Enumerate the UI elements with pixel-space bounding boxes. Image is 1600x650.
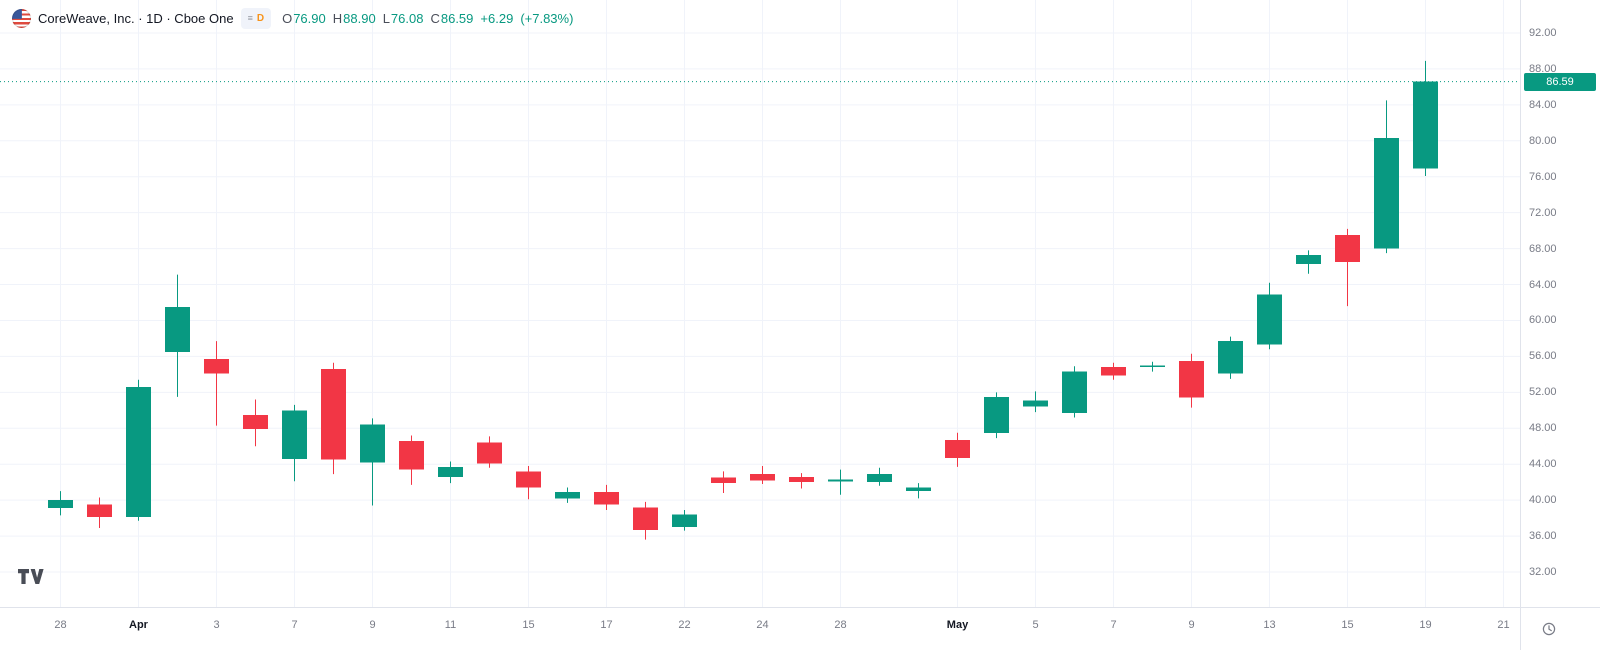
price-axis-label: 36.00 — [1529, 530, 1557, 543]
change-percent: (+7.83%) — [520, 11, 574, 26]
price-axis-label: 56.00 — [1529, 350, 1557, 363]
open-value: 76.90 — [293, 11, 326, 26]
symbol-title[interactable]: CoreWeave, Inc. · 1D · Cboe One — [38, 11, 234, 26]
close-value: 86.59 — [440, 11, 474, 26]
low-value: 76.08 — [390, 11, 424, 26]
last-price-badge: 86.59 — [1524, 72, 1596, 91]
price-axis-label: 52.00 — [1529, 386, 1557, 399]
time-axis-label: 24 — [756, 619, 769, 631]
high-readout: H 88.90 — [333, 9, 376, 28]
chart-legend: CoreWeave, Inc. · 1D · Cboe One ≡ D O 76.… — [12, 8, 573, 29]
price-axis-label: 60.00 — [1529, 314, 1557, 327]
high-value: 88.90 — [343, 11, 376, 26]
time-axis-label: 9 — [1188, 619, 1195, 631]
time-axis-label: 9 — [369, 619, 376, 631]
time-axis-label: 19 — [1419, 619, 1432, 631]
price-axis-label: 40.00 — [1529, 494, 1557, 507]
high-label: H — [332, 11, 343, 26]
low-label: L — [382, 11, 390, 26]
price-axis-label: 32.00 — [1529, 566, 1557, 578]
change-value: +6.29 — [480, 11, 514, 26]
price-axis-label: 48.00 — [1529, 422, 1557, 435]
open-label: O — [282, 11, 293, 26]
price-axis-label: 84.00 — [1529, 98, 1557, 111]
low-readout: L 76.08 — [383, 9, 424, 28]
menu-icon: ≡ — [247, 13, 253, 23]
chart-plot-area[interactable]: CoreWeave, Inc. · 1D · Cboe One ≡ D O 76.… — [0, 0, 1520, 607]
time-axis-label: 7 — [291, 619, 298, 631]
ohlc-readout: O 76.90 H 88.90 L 76.08 C 86.59 +6.29 (+7.83… — [282, 9, 573, 28]
symbol-logo-icon[interactable] — [12, 9, 31, 28]
close-label: C — [430, 11, 440, 26]
time-axis-label: 15 — [1341, 619, 1354, 631]
time-axis-label: 21 — [1497, 619, 1510, 631]
price-axis-label: 80.00 — [1529, 134, 1557, 147]
price-axis-label: 92.00 — [1529, 27, 1557, 39]
candlestick-chart[interactable] — [0, 0, 1520, 607]
time-settings-icon[interactable] — [1541, 621, 1557, 637]
open-readout: O 76.90 — [282, 9, 326, 28]
price-axis-label: 64.00 — [1529, 278, 1557, 291]
price-axis-label: 76.00 — [1529, 170, 1557, 183]
time-axis-label: 13 — [1263, 619, 1276, 631]
axis-corner — [1520, 607, 1600, 650]
time-axis-label: 7 — [1110, 619, 1117, 631]
price-axis-label: 88.00 — [1529, 62, 1557, 75]
time-axis[interactable]: 28 Apr 3 7 9 11 15 17 22 24 28 May 5 7 9 13 15 19 21 — [0, 607, 1520, 650]
time-axis-label: 28 — [54, 619, 67, 631]
price-axis[interactable]: 92.00 88.00 84.00 80.00 76.00 72.00 68.00 64.00… — [1520, 0, 1600, 607]
time-axis-label: 15 — [522, 619, 535, 631]
price-axis-label: 68.00 — [1529, 242, 1557, 255]
time-axis-label: Apr — [129, 619, 148, 631]
price-axis-label: 72.00 — [1529, 206, 1557, 219]
price-axis-label: 44.00 — [1529, 458, 1557, 471]
close-readout: C 86.59 — [430, 9, 473, 28]
tradingview-logo[interactable] — [18, 569, 44, 589]
time-axis-label: 5 — [1032, 619, 1039, 631]
time-axis-label: 11 — [444, 619, 457, 631]
time-axis-label: 17 — [600, 619, 613, 631]
time-axis-label: 3 — [213, 619, 220, 631]
time-axis-label: 22 — [678, 619, 691, 631]
time-axis-label: 28 — [834, 619, 847, 631]
time-axis-label: May — [946, 619, 969, 631]
interval-letter: D — [256, 13, 265, 24]
interval-badge[interactable]: ≡ D — [240, 8, 272, 29]
